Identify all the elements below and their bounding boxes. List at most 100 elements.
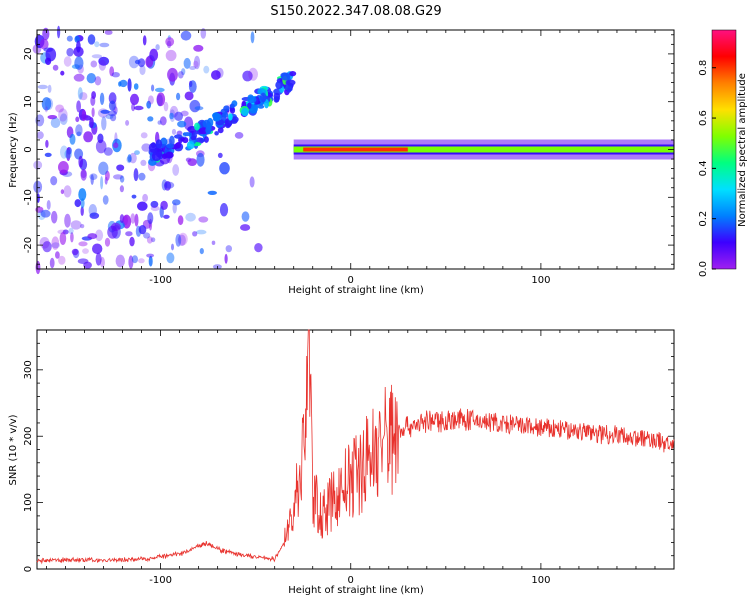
noise-blob xyxy=(55,251,60,259)
tone-blob xyxy=(190,135,197,141)
noise-blob xyxy=(66,47,74,57)
noise-blob xyxy=(131,194,137,199)
noise-blob xyxy=(80,169,87,179)
noise-blob xyxy=(163,214,170,219)
tone-blob xyxy=(165,151,174,159)
snr-y-tick-label: 100 xyxy=(23,493,34,512)
spectrogram-x-tick-label: 0 xyxy=(348,275,354,286)
noise-blob xyxy=(133,168,139,182)
noise-blob xyxy=(167,67,178,82)
noise-blob xyxy=(37,84,48,90)
tone-blob xyxy=(231,116,239,123)
noise-blob xyxy=(64,149,72,159)
noise-blob xyxy=(194,106,204,111)
tone-blob xyxy=(223,105,230,112)
noise-blob xyxy=(146,236,153,244)
noise-blob xyxy=(107,225,118,239)
noise-blob xyxy=(69,133,76,145)
noise-blob xyxy=(203,65,210,74)
noise-blob xyxy=(70,232,74,243)
noise-blob xyxy=(142,193,149,202)
tone-blob xyxy=(214,131,219,136)
noise-blob xyxy=(177,215,184,226)
tone-blob xyxy=(273,96,279,103)
noise-blob xyxy=(164,181,172,191)
noise-blob xyxy=(171,128,177,135)
noise-blob xyxy=(89,212,100,219)
noise-blob xyxy=(195,229,207,235)
tone-blob xyxy=(214,113,222,121)
noise-blob xyxy=(109,66,115,77)
noise-blob xyxy=(113,142,119,149)
spectrogram-y-tick-label: 10 xyxy=(23,95,34,108)
noise-blob xyxy=(250,31,255,44)
noise-blob xyxy=(119,79,128,88)
noise-blob xyxy=(101,116,107,131)
noise-blob xyxy=(211,240,216,245)
noise-blob xyxy=(59,113,68,125)
noise-blob xyxy=(90,174,94,186)
tone-blob xyxy=(229,103,235,109)
noise-blob xyxy=(198,216,209,223)
noise-blob xyxy=(39,237,50,249)
noise-blob xyxy=(138,225,147,235)
noise-blob xyxy=(128,55,140,69)
noise-blob xyxy=(88,204,98,217)
noise-blob xyxy=(149,48,159,62)
noise-blob xyxy=(87,34,96,45)
snr-ticks: -100 0 100 0 100 200 300 xyxy=(23,329,675,586)
noise-blob xyxy=(116,164,125,171)
noise-blob xyxy=(79,92,88,101)
noise-blob xyxy=(217,152,223,158)
noise-blob xyxy=(50,176,58,186)
noise-blob xyxy=(94,76,102,86)
noise-blob xyxy=(49,257,55,269)
noise-blob xyxy=(98,59,106,71)
noise-blob xyxy=(143,232,151,239)
noise-blob xyxy=(78,155,83,168)
noise-blob xyxy=(184,91,194,101)
noise-blob xyxy=(64,213,71,228)
noise-blob xyxy=(171,243,174,251)
noise-blob xyxy=(138,172,146,181)
noise-blob xyxy=(104,30,113,35)
noise-blob xyxy=(95,252,102,266)
noise-blob xyxy=(76,131,82,137)
noise-blob xyxy=(166,40,172,49)
noise-blob xyxy=(200,28,207,39)
colorbar-label: Normalized spectral amplitude xyxy=(737,73,748,227)
noise-blob xyxy=(177,71,184,79)
tone-blob xyxy=(166,143,174,149)
noise-blob xyxy=(142,35,147,46)
noise-blob xyxy=(127,154,132,163)
noise-blob xyxy=(104,237,111,247)
noise-blob xyxy=(33,180,43,194)
noise-blob xyxy=(36,131,44,140)
noise-blob xyxy=(87,233,98,240)
noise-blob xyxy=(176,130,183,136)
noise-blob xyxy=(45,139,49,148)
colorbar-tick-label: 0.4 xyxy=(698,160,709,176)
spectrogram-y-label: Frequency (Hz) xyxy=(8,112,19,188)
noise-blob xyxy=(129,236,135,247)
noise-blob xyxy=(75,116,80,123)
noise-blob xyxy=(224,253,228,264)
snr-y-label: SNR (10 * v/v) xyxy=(8,414,19,485)
tone-blob xyxy=(182,132,193,137)
snr-series-line xyxy=(36,329,675,565)
noise-blob xyxy=(225,245,232,253)
noise-blob xyxy=(51,236,60,250)
tone-blob xyxy=(175,142,182,149)
snr-y-tick-label: 300 xyxy=(23,360,34,379)
noise-blob xyxy=(47,84,52,93)
noise-blob xyxy=(94,41,100,48)
noise-blob xyxy=(211,70,221,80)
snr-panel: -100 0 100 0 100 200 300 Height of straight li… xyxy=(8,329,675,596)
noise-blob xyxy=(169,112,174,120)
noise-blob xyxy=(176,92,181,101)
carrier-core xyxy=(293,146,674,153)
noise-blob xyxy=(73,73,85,82)
colorbar-scale xyxy=(711,29,737,270)
tone-blob xyxy=(186,141,195,150)
